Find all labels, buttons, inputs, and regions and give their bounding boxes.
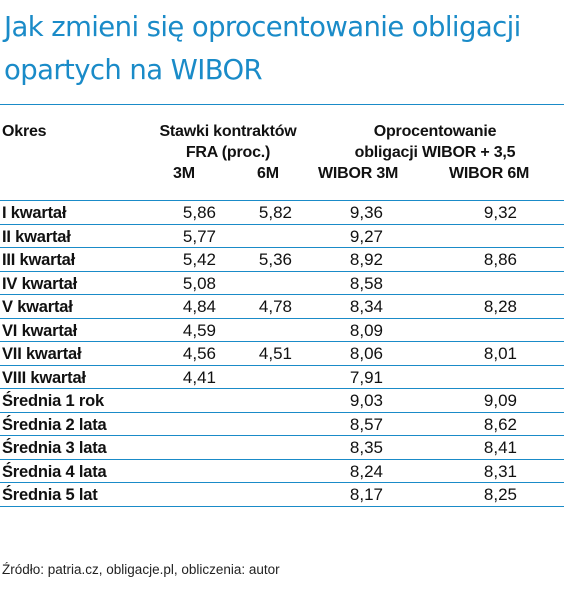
cell-w6m: 8,86 [483, 250, 517, 269]
title-divider [0, 104, 564, 105]
cell-fra6m: 4,78 [258, 297, 292, 316]
row-divider [0, 458, 564, 460]
cell-w3m: 8,17 [349, 485, 383, 504]
row-label: VII kwartał [2, 345, 82, 363]
row-label: Średnia 4 lata [2, 462, 107, 481]
header-opr-line2: obligacji WIBOR + 3,5 [354, 144, 516, 161]
cell-w3m: 8,06 [349, 344, 383, 363]
header-wibor-6m: WIBOR 6M [449, 165, 530, 182]
cell-w6m: 9,32 [483, 203, 517, 222]
title-line-2: opartych na WIBOR [4, 54, 263, 86]
cell-w3m: 8,09 [349, 320, 383, 340]
row-label: VIII kwartał [2, 368, 86, 387]
cell-w3m: 7,91 [349, 367, 383, 387]
cell-w3m: 8,58 [349, 273, 383, 293]
row-label: IV kwartał [2, 274, 78, 293]
cell-w6m: 8,62 [483, 414, 517, 434]
row-divider [0, 364, 564, 366]
cell-fra3m: 4,59 [182, 320, 216, 340]
row-divider [0, 247, 564, 248]
header-divider [0, 200, 564, 201]
cell-fra3m: 5,77 [182, 226, 216, 246]
cell-w3m: 8,24 [349, 461, 383, 481]
row-label: Średnia 3 lata [2, 439, 107, 457]
cell-w6m: 8,31 [483, 461, 517, 481]
row-label: V kwartał [2, 298, 73, 316]
row-divider [0, 388, 564, 389]
cell-fra3m: 5,08 [182, 273, 216, 293]
row-label: VI kwartał [2, 321, 78, 340]
title-line-1: Jak zmieni się oprocentowanie obligacji [4, 11, 521, 43]
row-divider [0, 223, 564, 225]
row-divider [0, 411, 564, 413]
cell-fra6m: 5,82 [258, 203, 292, 222]
row-label: Średnia 5 lat [2, 486, 98, 504]
cell-fra3m: 4,84 [182, 297, 216, 316]
header-wibor-3m: WIBOR 3M [318, 165, 399, 182]
cell-fra3m: 5,42 [182, 250, 216, 269]
cell-fra3m: 5,86 [182, 203, 216, 222]
row-label: Średnia 2 lata [2, 415, 107, 434]
cell-w3m: 9,36 [349, 203, 383, 222]
row-divider [0, 317, 564, 319]
row-divider [0, 294, 564, 295]
cell-fra6m: 4,51 [258, 344, 292, 363]
cell-w6m: 8,41 [483, 438, 517, 457]
cell-w3m: 8,35 [349, 438, 383, 457]
header-opr-line1: Oprocentowanie [373, 123, 497, 140]
cell-fra3m: 4,56 [182, 344, 216, 363]
cell-fra6m: 5,36 [258, 250, 292, 269]
cell-w6m: 8,28 [483, 297, 517, 316]
row-divider [0, 270, 564, 272]
row-label: Średnia 1 rok [2, 392, 104, 410]
row-divider [0, 482, 564, 483]
row-divider [0, 341, 564, 342]
header-fra-6m: 6M [257, 165, 279, 182]
cell-w3m: 9,27 [349, 226, 383, 246]
header-fra-3m: 3M [173, 165, 195, 182]
cell-fra3m: 4,41 [182, 367, 216, 387]
cell-w3m: 8,57 [349, 414, 383, 434]
row-label: I kwartał [2, 204, 67, 222]
cell-w3m: 8,92 [349, 250, 383, 269]
cell-w6m: 8,01 [483, 344, 517, 363]
row-divider [0, 505, 564, 507]
header-okres: Okres [2, 123, 47, 140]
row-divider [0, 435, 564, 436]
header-fra-line1: Stawki kontraktów [159, 123, 297, 140]
row-label: II kwartał [2, 227, 71, 246]
cell-w6m: 9,09 [483, 391, 517, 410]
header-fra-line2: FRA (proc.) [185, 144, 271, 161]
row-label: III kwartał [2, 251, 76, 269]
source-note: Źródło: patria.cz, obligacje.pl, oblicze… [2, 562, 280, 577]
cell-w3m: 8,34 [349, 297, 383, 316]
cell-w3m: 9,03 [349, 391, 383, 410]
cell-w6m: 8,25 [483, 485, 517, 504]
chart-title: Jak zmieni się oprocentowanie obligacji … [4, 6, 560, 92]
